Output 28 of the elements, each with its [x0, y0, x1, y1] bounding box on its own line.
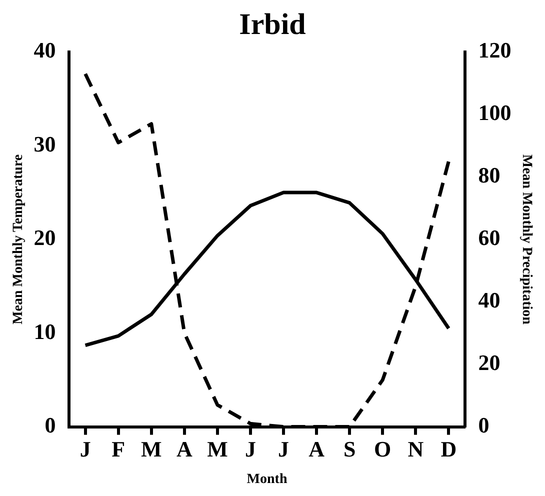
- x-tick-label: S: [343, 436, 356, 462]
- x-axis-title: Month: [246, 472, 288, 488]
- y-tick-label: 40: [34, 38, 56, 63]
- x-tick-label: O: [374, 436, 392, 462]
- y-tick-label: 20: [34, 225, 56, 250]
- y2-tick-label: 20: [478, 350, 500, 376]
- y-tick-label: 0: [44, 412, 56, 438]
- chart-title: Irbid: [239, 8, 306, 41]
- y-tick-label: 10: [34, 318, 56, 344]
- y-tick-label: 30: [34, 131, 56, 156]
- x-tick-label: N: [408, 436, 424, 462]
- y2-tick-label: 100: [478, 100, 512, 126]
- x-tick-label: A: [176, 436, 192, 462]
- y2-tick-label: 120: [478, 38, 512, 63]
- x-tick-label: D: [440, 436, 457, 462]
- x-tick-label: J: [244, 436, 256, 462]
- x-tick-label: J: [80, 436, 91, 462]
- x-tick-label: J: [278, 436, 290, 462]
- y2-tick-label: 80: [478, 162, 500, 188]
- x-tick-label: A: [308, 436, 325, 462]
- y2-tick-label: 60: [478, 225, 500, 250]
- y2-tick-label: 0: [478, 412, 490, 438]
- x-tick-label: F: [112, 436, 126, 462]
- y2-tick-label: 40: [478, 288, 500, 313]
- x-tick-label: M: [207, 436, 228, 462]
- y-axis-title: Mean Monthly Temperature: [11, 154, 26, 324]
- x-tick-label: M: [141, 436, 162, 462]
- y2-axis-title: Mean Monthly Precipitation: [518, 154, 534, 325]
